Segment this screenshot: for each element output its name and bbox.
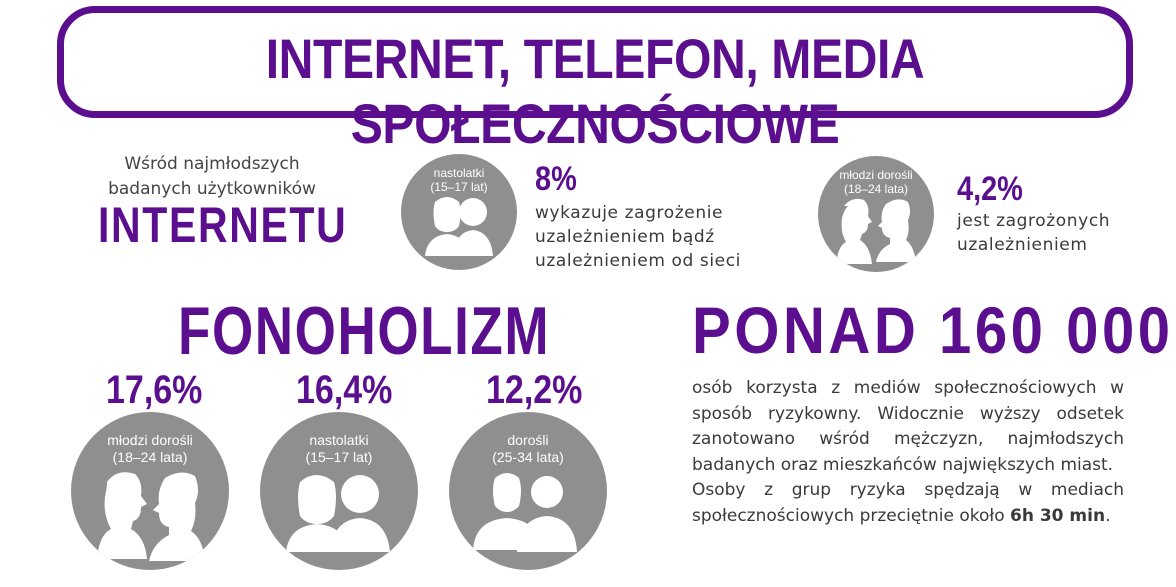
desc-line: uzależnieniem [957, 235, 1088, 255]
teens-phone-circle: nastolatki (15–17 lat) [260, 412, 418, 570]
internet-intro: Wśród najmłodszych badanych użytkowników [92, 152, 332, 202]
young-adults-internet-percent: 4,2% [957, 170, 1023, 208]
desc-line: jest zagrożonych [957, 211, 1111, 231]
profile-couple-icon [97, 472, 205, 561]
young-adults-circle-age: (18–24 lata) [843, 182, 909, 196]
adults-icon [473, 473, 577, 552]
adults-phone-percent: 12,2% [486, 368, 583, 412]
social-media-paragraph-2: Osoby z grup ryzyka spędzają w mediach s… [692, 478, 1124, 529]
internet-keyword: INTERNETU [98, 197, 348, 253]
intro-line-2: badanych użytkowników [108, 179, 316, 199]
page-title: INTERNET, TELEFON, MEDIA SPOŁECZNOŚCIOWE [265, 27, 925, 155]
social-media-headline: PONAD 160 000 [692, 293, 1174, 367]
teens-phone-percent: 16,4% [296, 368, 393, 412]
circle-age: (15–17 lat) [305, 449, 373, 465]
teens-internet-percent: 8% [535, 160, 577, 198]
teens-circle-label: nastolatki [433, 166, 485, 180]
teens-icon [286, 475, 390, 552]
adults-phone-circle: dorośli (25-34 lata) [449, 412, 607, 570]
time-value: 6h 30 min [1010, 505, 1106, 526]
phonoholism-keyword: FONOHOLIZM [178, 293, 551, 369]
young-adults-phone-circle: młodzi dorośli (18–24 lata) [71, 412, 229, 570]
circle-label: nastolatki [309, 432, 369, 448]
paragraph-2-text: Osoby z grup ryzyka spędzają w mediach s… [692, 480, 1124, 526]
desc-line: uzależnieniem od sieci [535, 251, 742, 271]
intro-line-1: Wśród najmłodszych [124, 154, 300, 174]
desc-line: uzależnieniem bądź [535, 227, 715, 247]
circle-age: (25-34 lata) [492, 449, 564, 465]
header-frame [57, 6, 1133, 118]
circle-age: (18–24 lata) [112, 449, 188, 465]
profile-couple-icon [836, 198, 916, 264]
teens-circle-age: (15–17 lat) [430, 180, 488, 194]
teens-icon [425, 197, 493, 256]
desc-line: wykazuje zagrożenie [535, 203, 724, 223]
young-adults-circle-label: młodzi dorośli [839, 168, 913, 182]
young-adults-circle: młodzi dorośli (18–24 lata) [818, 156, 934, 272]
social-media-text: osób korzysta z mediów społecznościowych… [692, 376, 1124, 529]
circle-label: dorośli [507, 432, 549, 448]
social-media-paragraph-1: osób korzysta z mediów społecznościowych… [692, 378, 1124, 475]
teens-internet-desc: wykazuje zagrożenie uzależnieniem bądź u… [535, 201, 741, 273]
young-adults-internet-desc: jest zagrożonych uzależnieniem [957, 209, 1110, 257]
paragraph-2-end: . [1105, 505, 1111, 526]
young-adults-phone-percent: 17,6% [106, 368, 203, 412]
circle-label: młodzi dorośli [107, 432, 193, 448]
teens-circle: nastolatki (15–17 lat) [401, 154, 517, 270]
